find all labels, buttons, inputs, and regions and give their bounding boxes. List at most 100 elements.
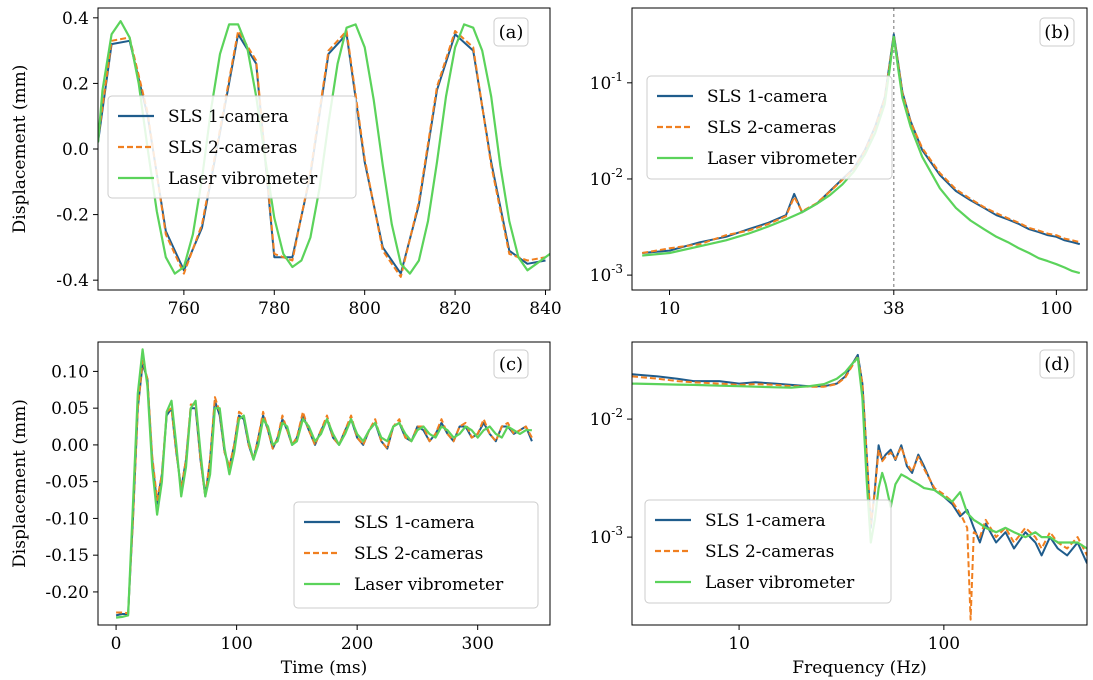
y-tick: 0.00 [51,436,98,456]
series-laser-line [115,348,532,619]
x-tick-label: 100 [928,634,960,654]
y-tick: 10-3 [590,524,632,548]
y-tick-label: 10-2 [590,406,623,430]
y-tick-label: -0.10 [45,509,89,529]
legend-label-sls1: SLS 1-camera [705,511,826,531]
panel-1: 10 38 100 10-1 10-2 10-3 (b) SLS 1-camera SLS 2-… [590,7,1088,319]
legend: SLS 1-camera SLS 2-cameras Laser vibromete… [646,75,893,180]
x-tick-label: 780 [258,299,290,319]
y-tick: 0.2 [62,74,98,94]
x-tick-label: 10 [659,299,681,319]
y-tick-label: 0.4 [62,9,89,29]
x-tick: 0 [111,625,122,654]
x-axis-label: Frequency (Hz) [792,658,926,678]
y-tick: -0.15 [45,546,98,566]
x-tick-label: 100 [220,634,252,654]
y-tick: 10-3 [590,262,632,286]
y-tick: 0.10 [51,362,98,382]
x-tick-label: 0 [111,634,122,654]
x-tick: 780 [258,290,291,319]
y-tick-label: -0.2 [56,206,89,226]
x-tick: 38 [883,290,905,319]
y-tick: 10-1 [590,70,632,94]
legend: SLS 1-camera SLS 2-cameras Laser vibromete… [107,95,357,199]
x-tick-label: 800 [348,299,380,319]
x-tick: 820 [439,290,471,319]
y-tick: 10-2 [590,406,632,430]
y-tick: 0.4 [62,9,98,29]
panel-label: (b) [1044,22,1070,43]
legend: SLS 1-camera SLS 2-cameras Laser vibromete… [644,499,892,604]
axes-frame [97,341,551,626]
series-laser-line [642,35,1081,275]
x-tick: 100 [220,625,253,654]
y-tick-label: 10-2 [590,166,623,190]
x-tick-label: 820 [439,299,471,319]
y-tick-label: 10-3 [590,524,623,548]
x-tick-label: 300 [461,634,493,654]
x-tick: 100 [928,625,960,654]
legend-label-sls2: SLS 2-cameras [707,118,836,138]
legend-label-laser: Laser vibrometer [354,575,504,595]
panel-label: (d) [1044,354,1070,375]
y-tick-label: 0.0 [62,140,89,160]
y-tick: -0.2 [56,206,98,226]
legend-label-sls2: SLS 2-cameras [354,544,483,564]
legend-label-sls1: SLS 1-camera [354,513,475,533]
panel-label: (c) [499,354,523,375]
legend: SLS 1-camera SLS 2-cameras Laser vibromete… [293,501,539,609]
legend-box [644,499,892,604]
x-tick-label: 760 [168,299,200,319]
y-tick-label: 0.05 [51,399,89,419]
axes-frame [631,7,1088,291]
x-tick: 760 [168,290,200,319]
legend-label-sls2: SLS 2-cameras [705,542,834,562]
x-tick: 10 [659,290,681,319]
y-tick-label: 0.2 [62,74,89,94]
x-tick: 800 [348,290,381,319]
legend-label-sls2: SLS 2-cameras [168,138,297,158]
panel-label-box [493,17,529,47]
x-tick-label: 200 [341,634,373,654]
y-tick: -0.20 [45,583,98,603]
y-tick: 0.05 [51,399,98,419]
y-tick-label: 10-1 [590,70,623,94]
panel-label-box [1039,349,1075,379]
legend-label-laser: Laser vibrometer [705,573,855,593]
x-tick-label: 840 [529,299,561,319]
panel-label-box [1039,17,1075,47]
x-tick: 10 [728,625,750,654]
y-tick: -0.10 [45,509,98,529]
x-tick-label: 100 [1040,299,1072,319]
y-axis-label: Displacement (mm) [10,399,30,568]
y-tick-label: -0.05 [45,473,89,493]
y-axis-label: Displacement (mm) [10,65,30,234]
legend-box [293,501,539,609]
y-tick: 10-2 [590,166,632,190]
x-tick: 100 [1040,290,1073,319]
x-axis-label: Time (ms) [281,658,367,678]
y-tick-label: 0.10 [51,362,89,382]
legend-label-sls1: SLS 1-camera [168,107,289,127]
legend-box [107,95,357,199]
legend-box [646,75,893,180]
legend-label-laser: Laser vibrometer [168,169,318,189]
panel-3: 10 100 10-2 10-3 Frequency (Hz) (d) SLS 1-came… [590,341,1088,678]
x-tick: 200 [341,625,373,654]
x-tick: 300 [461,625,494,654]
legend-label-sls1: SLS 1-camera [707,87,828,107]
panel-0: 760 780 800 820 840 0.4 0.2 0.0 -0.2 -0.4 Displace… [10,7,562,319]
y-tick: -0.05 [45,473,98,493]
y-tick-label: -0.20 [45,583,89,603]
y-tick-label: 10-3 [590,262,623,286]
y-tick-label: 0.00 [51,436,89,456]
panel-label: (a) [499,22,524,43]
y-tick-label: -0.15 [45,546,89,566]
y-tick-label: -0.4 [56,271,89,291]
y-tick: -0.4 [56,271,98,291]
y-tick: 0.0 [62,140,98,160]
panel-label-box [493,349,529,379]
x-tick-label: 38 [883,299,905,319]
legend-label-laser: Laser vibrometer [707,149,857,169]
